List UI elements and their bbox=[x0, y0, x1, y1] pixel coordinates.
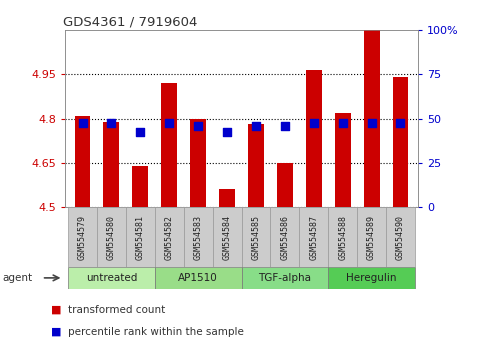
Bar bbox=[97, 207, 126, 267]
Point bbox=[368, 120, 375, 126]
Text: ■: ■ bbox=[51, 327, 61, 337]
Bar bbox=[306, 70, 322, 207]
Text: AP1510: AP1510 bbox=[178, 273, 218, 283]
Text: GSM554586: GSM554586 bbox=[280, 215, 289, 260]
Bar bbox=[68, 207, 97, 267]
Bar bbox=[219, 189, 235, 207]
Text: untreated: untreated bbox=[86, 273, 137, 283]
Bar bbox=[132, 166, 148, 207]
Text: GSM554588: GSM554588 bbox=[338, 215, 347, 260]
Text: GSM554589: GSM554589 bbox=[367, 215, 376, 260]
Bar bbox=[103, 121, 119, 207]
Point bbox=[108, 120, 115, 126]
Point bbox=[252, 123, 260, 129]
Text: transformed count: transformed count bbox=[68, 305, 165, 315]
Bar bbox=[393, 77, 409, 207]
Bar bbox=[242, 207, 270, 267]
Bar bbox=[213, 207, 242, 267]
Bar bbox=[328, 207, 357, 267]
Bar bbox=[161, 83, 177, 207]
Point bbox=[194, 123, 202, 129]
Point bbox=[339, 120, 346, 126]
Bar bbox=[242, 267, 328, 289]
Bar bbox=[328, 267, 415, 289]
Point bbox=[397, 120, 404, 126]
Bar bbox=[190, 119, 206, 207]
Point bbox=[165, 120, 173, 126]
Text: GDS4361 / 7919604: GDS4361 / 7919604 bbox=[63, 16, 197, 29]
Bar bbox=[68, 267, 155, 289]
Text: TGF-alpha: TGF-alpha bbox=[258, 273, 312, 283]
Point bbox=[281, 123, 289, 129]
Bar bbox=[248, 125, 264, 207]
Bar bbox=[155, 267, 242, 289]
Bar bbox=[74, 116, 90, 207]
Point bbox=[137, 129, 144, 135]
Text: GSM554583: GSM554583 bbox=[194, 215, 203, 260]
Bar bbox=[357, 207, 386, 267]
Bar bbox=[155, 207, 184, 267]
Bar bbox=[277, 163, 293, 207]
Bar bbox=[386, 207, 415, 267]
Text: GSM554584: GSM554584 bbox=[223, 215, 231, 260]
Text: Heregulin: Heregulin bbox=[346, 273, 397, 283]
Bar bbox=[126, 207, 155, 267]
Text: GSM554582: GSM554582 bbox=[165, 215, 174, 260]
Text: GSM554590: GSM554590 bbox=[396, 215, 405, 260]
Point bbox=[223, 129, 231, 135]
Text: GSM554579: GSM554579 bbox=[78, 215, 87, 260]
Point bbox=[310, 120, 318, 126]
Text: GSM554581: GSM554581 bbox=[136, 215, 145, 260]
Text: ■: ■ bbox=[51, 305, 61, 315]
Bar bbox=[364, 30, 380, 207]
Bar bbox=[299, 207, 328, 267]
Bar bbox=[184, 207, 213, 267]
Text: agent: agent bbox=[2, 273, 32, 283]
Text: GSM554580: GSM554580 bbox=[107, 215, 116, 260]
Text: percentile rank within the sample: percentile rank within the sample bbox=[68, 327, 243, 337]
Text: GSM554587: GSM554587 bbox=[309, 215, 318, 260]
Point bbox=[79, 120, 86, 126]
Bar bbox=[270, 207, 299, 267]
Bar bbox=[335, 113, 351, 207]
Text: GSM554585: GSM554585 bbox=[252, 215, 260, 260]
